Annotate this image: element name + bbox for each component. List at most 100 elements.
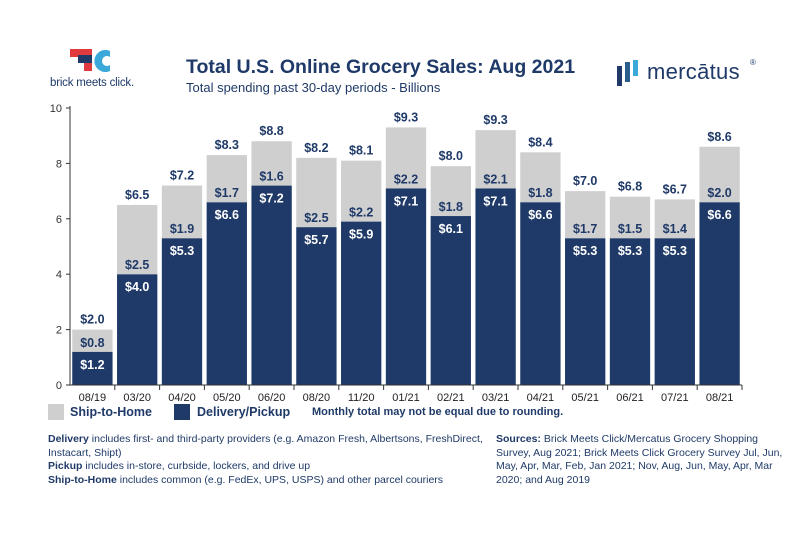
total-value-label: $7.0 (573, 174, 597, 188)
ship-value-label: $1.8 (439, 200, 463, 214)
x-tick-label: 08/21 (706, 392, 734, 404)
bar-delivery-pickup (475, 188, 516, 385)
sources-label: Sources: (496, 433, 541, 445)
delivery-value-label: $7.1 (394, 194, 418, 208)
delivery-value-label: $6.6 (528, 208, 552, 222)
chart-title: Total U.S. Online Grocery Sales: Aug 202… (186, 56, 576, 78)
bar-ship-to-home (251, 141, 292, 186)
x-tick-label: 04/20 (168, 392, 196, 404)
x-tick-label: 08/19 (79, 392, 107, 404)
bar-ship-to-home (385, 127, 427, 189)
x-tick-label: 06/21 (616, 392, 644, 404)
ship-value-label: $1.6 (259, 170, 283, 184)
delivery-value-label: $6.6 (707, 208, 731, 222)
mercatus-logo-mark (617, 60, 638, 86)
bar-ship-to-home (296, 157, 337, 228)
delivery-value-label: $4.0 (125, 280, 149, 294)
ship-definition: Ship-to-Home includes common (e.g. FedEx… (48, 474, 488, 488)
bar-delivery-pickup (520, 202, 561, 385)
y-tick-label: 4 (56, 269, 62, 281)
x-tick-label: 11/20 (348, 392, 375, 404)
ship-value-label: $2.0 (707, 186, 731, 200)
x-tick-label: 08/20 (303, 392, 331, 404)
total-value-label: $8.2 (304, 141, 328, 155)
brick-meets-click-logo-text: brick meets click. (50, 77, 134, 89)
delivery-value-label: $1.2 (80, 358, 104, 372)
rounding-note: Monthly total may not be equal due to ro… (312, 406, 564, 418)
bar-ship-to-home (520, 152, 561, 203)
total-value-label: $8.4 (528, 135, 552, 149)
brick-meets-click-logo: brick meets click. (50, 47, 170, 97)
bar-delivery-pickup (609, 238, 651, 385)
bar-delivery-pickup (117, 274, 158, 385)
delivery-value-label: $5.3 (573, 244, 597, 258)
ship-value-label: $1.9 (170, 222, 194, 236)
bar-delivery-pickup (161, 238, 203, 385)
x-tick-label: 07/21 (661, 392, 689, 404)
ship-value-label: $2.2 (349, 206, 373, 220)
registered-mark: ® (750, 58, 756, 67)
delivery-value-label: $5.3 (170, 244, 194, 258)
bar-ship-to-home (117, 204, 158, 275)
total-value-label: $9.3 (483, 113, 507, 127)
total-value-label: $9.3 (394, 110, 418, 124)
bar-delivery-pickup (699, 202, 740, 385)
legend-swatch-delivery-pickup (174, 404, 190, 420)
y-tick-label: 10 (50, 103, 62, 115)
bar-delivery-pickup (385, 188, 427, 385)
bars: $1.2 $0.8 $2.0 $4.0 $2.5 $6.5 $5.3 $1.9 $7.2 $6.6… (72, 110, 740, 385)
bar-ship-to-home (565, 191, 606, 239)
ship-value-label: $2.5 (304, 211, 328, 225)
chart-subtitle: Total spending past 30-day periods - Bil… (186, 80, 441, 95)
ship-value-label: $2.2 (394, 172, 418, 186)
bar-ship-to-home (341, 160, 382, 222)
delivery-value-label: $5.9 (349, 228, 373, 242)
ship-value-label: $1.8 (528, 186, 552, 200)
bar-ship-to-home (430, 166, 471, 217)
total-value-label: $2.0 (80, 313, 104, 327)
total-value-label: $7.2 (170, 169, 194, 183)
x-tick-label: 05/21 (571, 392, 599, 404)
ship-value-label: $1.7 (573, 222, 597, 236)
bar-delivery-pickup (565, 238, 606, 385)
delivery-value-label: $6.1 (439, 222, 463, 236)
ship-value-label: $0.8 (80, 336, 104, 350)
bar-ship-to-home (609, 196, 651, 239)
y-tick-label: 6 (56, 214, 62, 226)
bar-ship-to-home (206, 155, 247, 203)
y-tick-label: 8 (56, 158, 62, 170)
pickup-definition: Pickup includes in-store, curbside, lock… (48, 460, 488, 474)
definitions: Delivery includes first- and third-party… (48, 433, 488, 487)
ship-text: includes common (e.g. FedEx, UPS, USPS) … (116, 473, 444, 486)
total-value-label: $6.5 (125, 188, 149, 202)
total-value-label: $8.3 (215, 138, 239, 152)
bar-delivery-pickup (72, 351, 113, 385)
total-value-label: $8.1 (349, 144, 373, 158)
bar-ship-to-home (475, 130, 516, 189)
ship-value-label: $1.4 (663, 222, 687, 236)
total-value-label: $8.0 (439, 149, 463, 163)
x-tick-label: 02/21 (437, 392, 465, 404)
x-tick-label: 01/21 (392, 392, 420, 404)
x-tick-label: 06/20 (258, 392, 286, 404)
bar-ship-to-home (699, 146, 740, 203)
sources-text: Brick Meets Click/Mercatus Grocery Shopp… (496, 433, 783, 486)
brick-meets-click-logo-mark (70, 49, 110, 72)
pickup-text: includes in-store, curbside, lockers, an… (82, 460, 311, 472)
bar-delivery-pickup (654, 238, 695, 385)
bar-ship-to-home (72, 329, 113, 352)
x-tick-label: 03/21 (482, 392, 510, 404)
total-value-label: $6.8 (618, 180, 642, 194)
y-axis: 0 2 4 6 8 10 (50, 103, 71, 392)
total-value-label: $8.6 (707, 130, 731, 144)
legend-swatch-ship-to-home (48, 404, 64, 420)
delivery-value-label: $5.3 (663, 244, 687, 258)
sources: Sources: Brick Meets Click/Mercatus Groc… (496, 433, 786, 487)
delivery-value-label: $5.7 (304, 233, 328, 247)
bar-delivery-pickup (296, 227, 337, 385)
delivery-text: includes first- and third-party provider… (48, 433, 483, 459)
x-tick-label: 05/20 (213, 392, 241, 404)
ship-value-label: $2.1 (483, 172, 507, 186)
total-value-label: $8.8 (259, 124, 283, 138)
